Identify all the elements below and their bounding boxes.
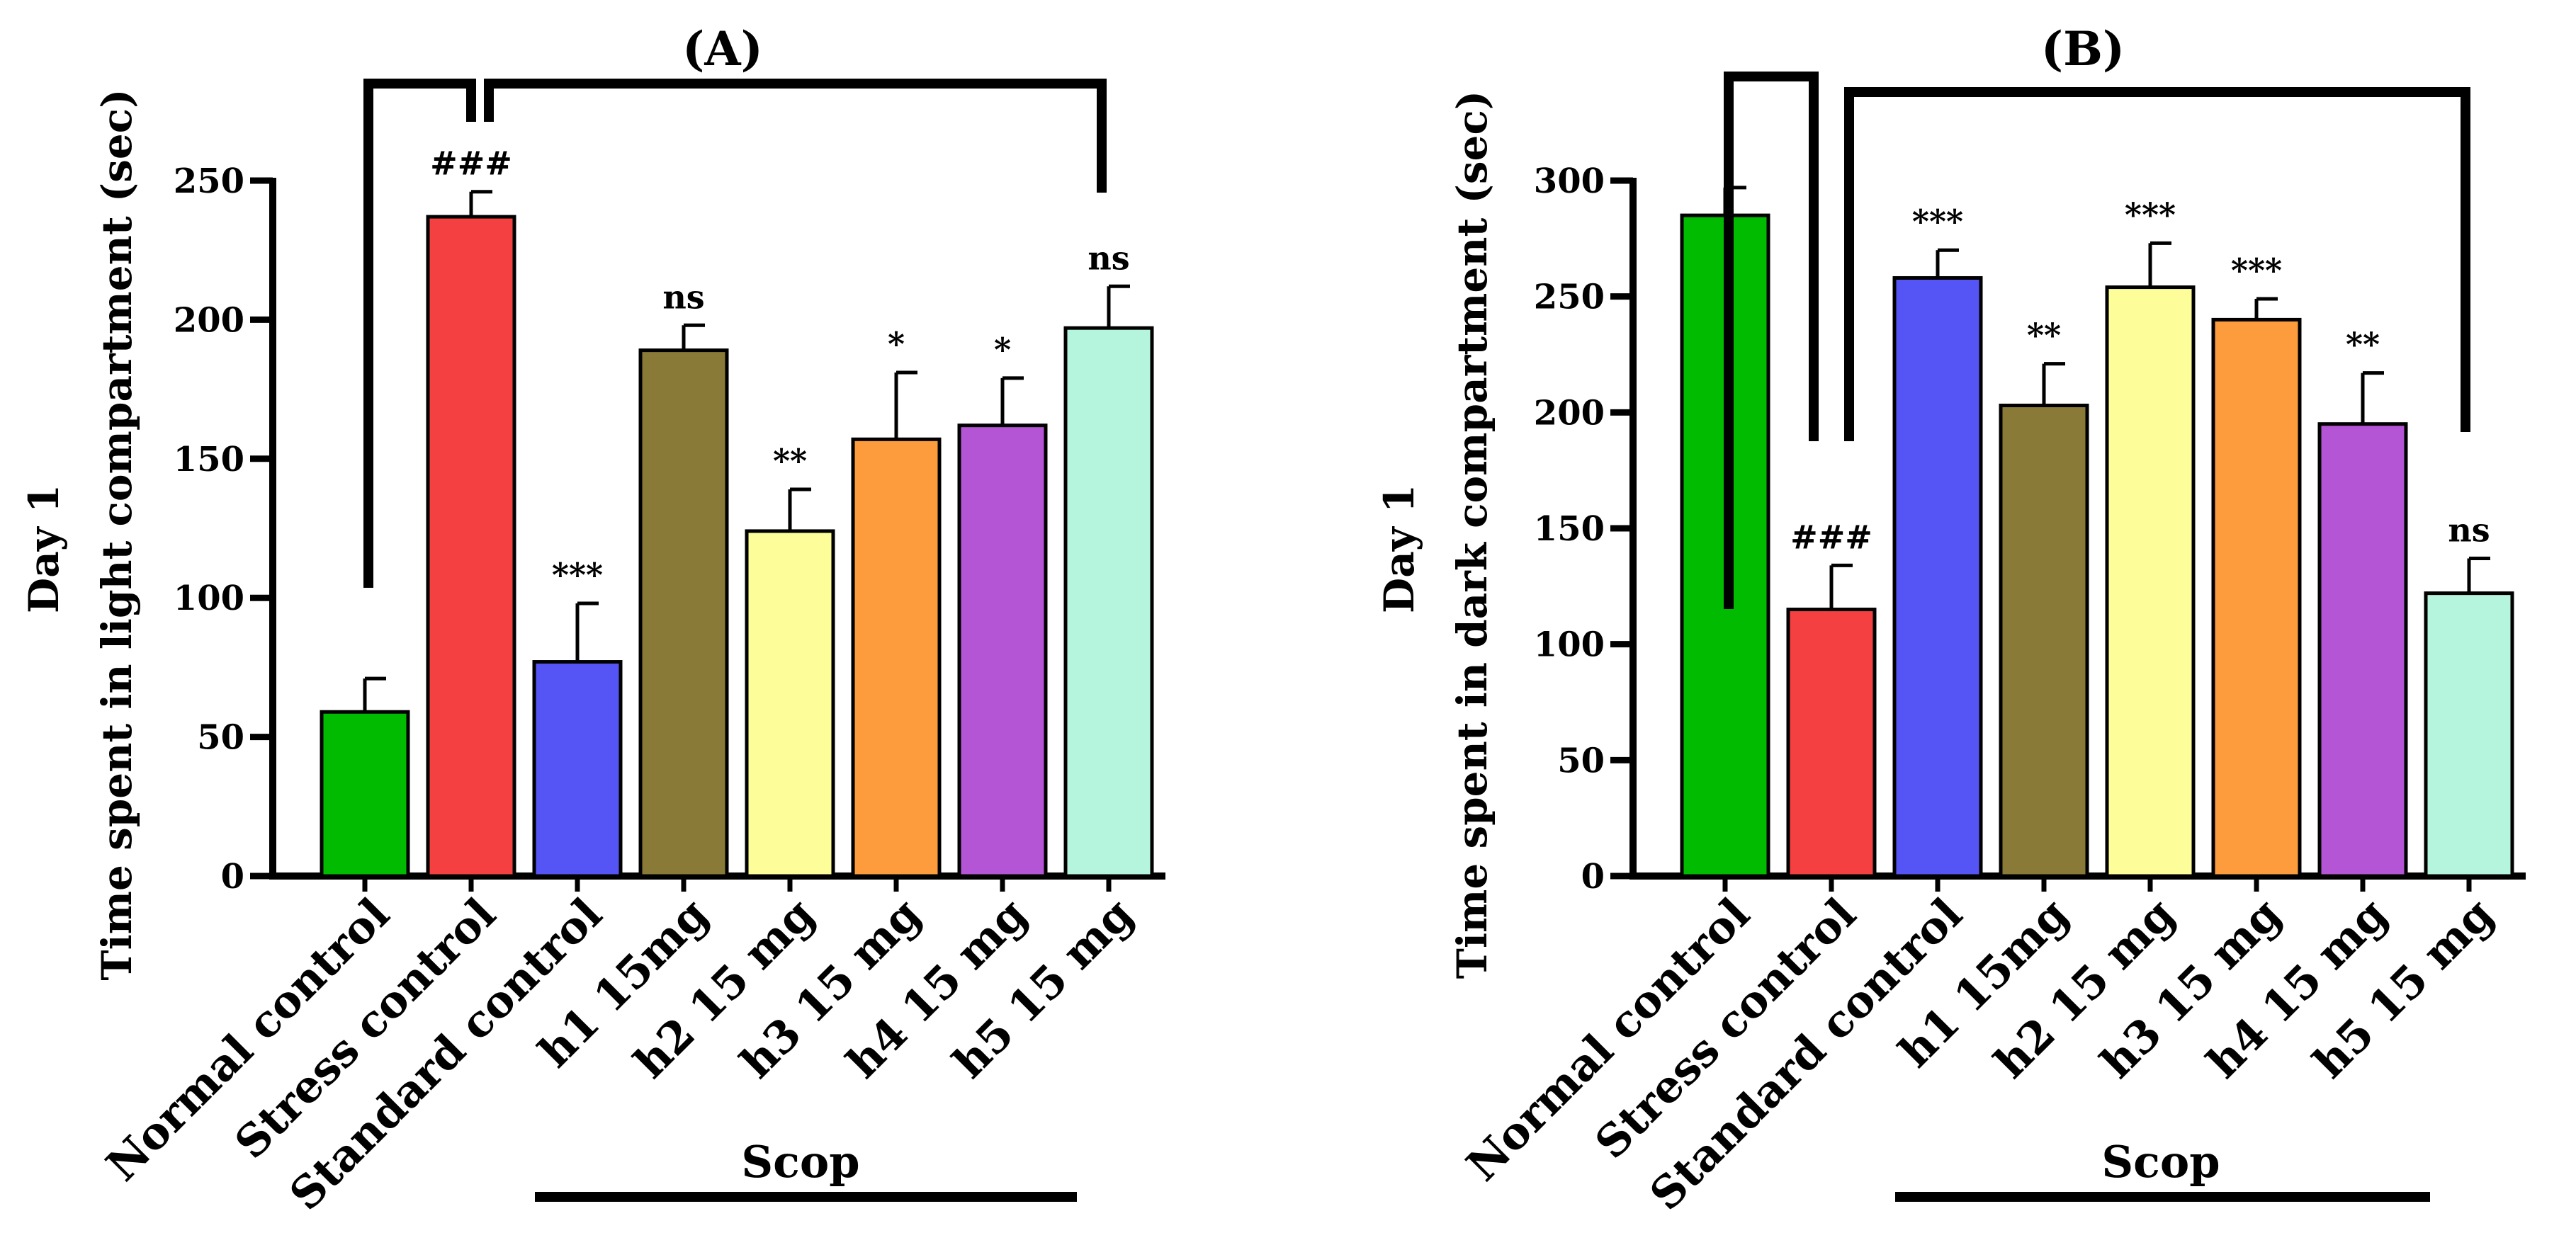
- significance-label: ###: [430, 144, 512, 183]
- scop-group-label: Scop: [741, 1136, 859, 1188]
- y-tick-label: 0: [1581, 857, 1605, 897]
- bar: [638, 348, 729, 878]
- bar: [1892, 275, 1983, 878]
- y-tick-label: 150: [1534, 509, 1605, 549]
- comparison-bracket: [1844, 87, 2470, 441]
- y-axis-label-day: Day 1: [1375, 484, 1423, 613]
- y-tick-label: 200: [174, 300, 244, 340]
- comparison-bracket: [484, 79, 1107, 193]
- y-tick-label: 100: [1534, 625, 1605, 665]
- y-tick-label: 150: [174, 440, 244, 479]
- chart-title: (A): [682, 21, 763, 76]
- y-axis-label-day: Day 1: [20, 484, 68, 613]
- comparison-bracket: [363, 79, 476, 588]
- significance-label: **: [773, 442, 807, 480]
- bar: [1063, 326, 1154, 878]
- y-tick-label: 100: [174, 579, 244, 618]
- significance-label: **: [2346, 326, 2380, 364]
- y-tick-label: 50: [197, 718, 244, 758]
- y-tick-label: 200: [1534, 393, 1605, 433]
- significance-label: ***: [2125, 195, 2176, 234]
- significance-label: **: [2027, 317, 2061, 355]
- panel-b: (B) Day 1 Time spent in dark compartment…: [1375, 21, 2526, 1220]
- significance-label: ***: [2231, 251, 2282, 290]
- bar: [1999, 404, 2089, 878]
- significance-label: *: [994, 331, 1011, 369]
- significance-label: ns: [2448, 511, 2490, 550]
- y-tick-label: 50: [1557, 741, 1605, 780]
- significance-label: ###: [1790, 518, 1872, 556]
- y-tick-label: 300: [1534, 161, 1605, 201]
- y-axis-label: Time spent in light compartment (sec): [93, 89, 141, 980]
- bar: [2424, 591, 2514, 878]
- bar: [851, 437, 942, 878]
- bar: [2105, 285, 2196, 878]
- significance-label: ns: [1088, 239, 1129, 277]
- bar: [1786, 608, 1877, 878]
- bar: [957, 423, 1048, 878]
- panel-a: (A) Day 1 Time spent in light compartmen…: [20, 21, 1165, 1220]
- chart-title: (B): [2041, 21, 2125, 76]
- comparison-bracket: [1724, 72, 1819, 609]
- bar: [745, 529, 835, 878]
- y-tick-label: 0: [221, 857, 244, 897]
- scop-group-label: Scop: [2101, 1136, 2220, 1188]
- y-axis-label: Time spent in dark compartment (sec): [1448, 91, 1496, 979]
- y-tick-label: 250: [174, 161, 244, 201]
- significance-label: ***: [552, 556, 603, 594]
- bar: [532, 660, 623, 878]
- significance-label: *: [888, 325, 905, 363]
- significance-label: ***: [1912, 203, 1963, 241]
- bar: [2211, 317, 2302, 878]
- bar: [2317, 422, 2408, 878]
- bar: [320, 710, 410, 878]
- y-tick-label: 250: [1534, 278, 1605, 317]
- significance-label: ns: [662, 278, 704, 316]
- bar: [426, 215, 516, 878]
